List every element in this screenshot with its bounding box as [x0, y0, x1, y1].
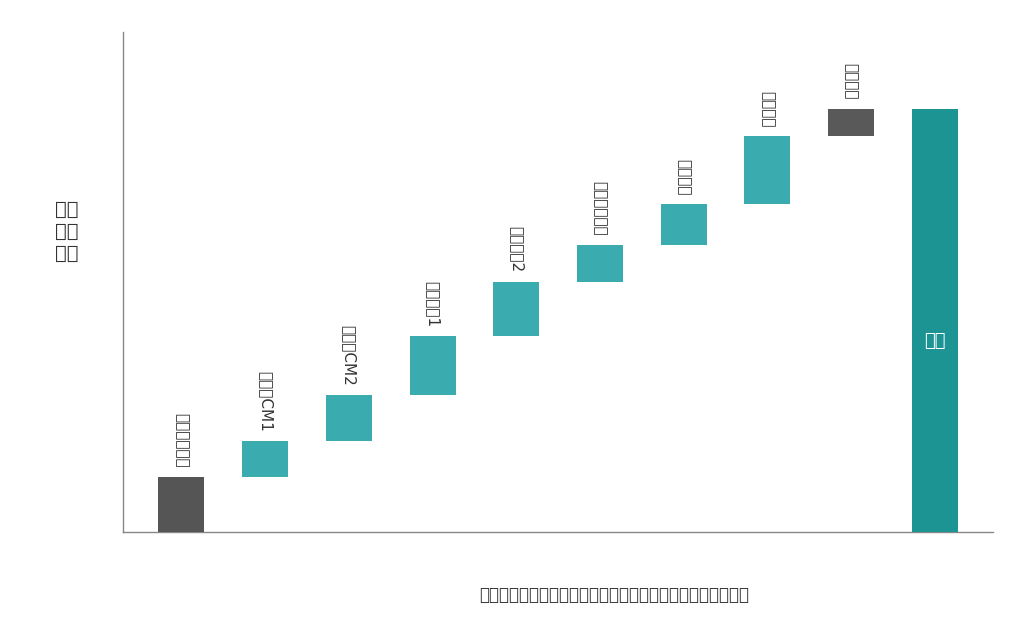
Text: 競合要因: 競合要因: [844, 63, 858, 100]
Text: 店頭要因: 店頭要因: [760, 91, 775, 127]
Text: 売上: 売上: [924, 332, 945, 351]
Text: ベースライン: ベースライン: [174, 413, 189, 468]
Text: テレビCM1: テレビCM1: [258, 371, 272, 432]
Bar: [744, 136, 791, 204]
Bar: [159, 477, 205, 532]
Bar: [911, 109, 957, 532]
Bar: [242, 441, 288, 477]
Bar: [660, 204, 707, 246]
Text: リスティング: リスティング: [593, 182, 607, 236]
Bar: [326, 396, 372, 441]
Text: 売上に対する広告効果や外部要因の影響可視化のイメージ図: 売上に対する広告効果や外部要因の影響可視化のイメージ図: [479, 586, 750, 604]
Text: 動画広告2: 動画広告2: [509, 227, 523, 273]
Bar: [494, 282, 540, 336]
Bar: [410, 336, 456, 396]
Text: 交通広告: 交通広告: [676, 159, 691, 196]
Text: 動画広告1: 動画広告1: [425, 281, 440, 327]
Text: テレビCM2: テレビCM2: [341, 325, 356, 386]
Y-axis label: 売上
構成
割合: 売上 構成 割合: [54, 200, 78, 263]
Bar: [828, 109, 874, 136]
Bar: [577, 246, 623, 282]
